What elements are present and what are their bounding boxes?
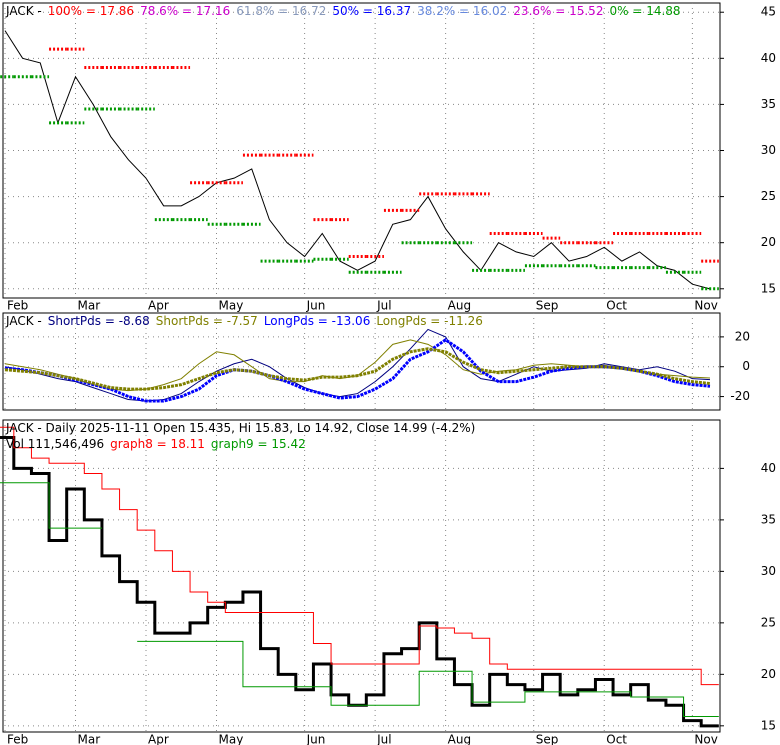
y-tick-label: 40 [761,461,776,475]
x-tick-label: Mar [78,299,101,313]
legend-entry: 23.6% = 15.52 [513,4,603,18]
x-tick-label: Feb [7,299,28,313]
legend-entry: ShortPds = -8.68 [48,314,150,328]
x-tick-label: Sep [536,299,559,313]
y-tick-label: 25 [761,615,776,629]
series-line [0,426,719,686]
x-tick-label: Jul [376,733,391,745]
x-tick-label: Oct [606,299,627,313]
x-tick-label: Aug [448,299,471,313]
legend-entry: 0% = 14.88 [609,4,680,18]
series-line [4,347,711,391]
x-tick-label: Jun [306,299,326,313]
x-tick-label: Apr [148,733,169,745]
series-line [0,482,102,529]
x-tick-label: Nov [694,299,717,313]
y-tick-label: 35 [761,512,776,526]
legend-entry: LongPds = -13.06 [264,314,371,328]
y-tick-label: 35 [761,97,776,111]
y-tick-label: 45 [761,5,776,19]
y-tick-label: 20 [735,329,750,343]
x-tick-label: Sep [536,733,559,745]
y-tick-label: 15 [761,718,776,732]
x-tick-label: Oct [606,733,627,745]
x-tick-label: Feb [7,733,28,745]
y-tick-label: 20 [761,235,776,249]
y-tick-label: 30 [761,143,776,157]
x-tick-label: May [219,733,244,745]
panel-title: JACK - 100% = 17.86 78.6% = 17.16 61.8% = 1… [5,4,681,18]
legend-entry: Vol 111,546,496 [6,437,104,451]
x-tick-label: Mar [78,733,101,745]
y-tick-label: 40 [761,51,776,65]
y-tick-label: 0 [742,359,750,373]
y-tick-label: 25 [761,189,776,203]
y-tick-label: 20 [761,667,776,681]
x-tick-label: Jul [376,299,391,313]
x-tick-label: May [219,299,244,313]
x-tick-label: Apr [148,299,169,313]
legend-entry: LongPds = -11.26 [376,314,483,328]
legend-entry: 78.6% = 17.16 [140,4,230,18]
legend: Vol 111,546,496 graph8 = 18.11 graph9 = 15… [6,437,306,451]
legend-entry: ShortPds = -7.57 [156,314,258,328]
title: JACK - [5,314,42,328]
title: JACK - Daily 2025-11-11 Open 15.435, Hi … [5,421,475,435]
y-tick-label: -20 [730,389,750,403]
panel-title: JACK - Daily 2025-11-11 Open 15.435, Hi … [5,421,475,435]
x-tick-label: Aug [448,733,471,745]
legend-entry: graph9 = 15.42 [211,437,306,451]
x-tick-label: Nov [694,733,717,745]
legend-entry: 100% = 17.86 [48,4,134,18]
series-line [4,30,711,290]
legend-entry: graph8 = 18.11 [110,437,205,451]
panel-title: JACK - ShortPds = -8.68 ShortPds = -7.57 Lo… [5,314,483,328]
y-tick-label: 30 [761,564,776,578]
title: JACK - [5,4,42,18]
series-line [137,640,719,718]
y-tick-label: 15 [761,281,776,295]
x-tick-label: Jun [306,733,326,745]
legend-entry: 38.2% = 16.02 [417,4,507,18]
legend-entry: 50% = 16.37 [332,4,411,18]
legend-entry: 61.8% = 16.72 [236,4,326,18]
